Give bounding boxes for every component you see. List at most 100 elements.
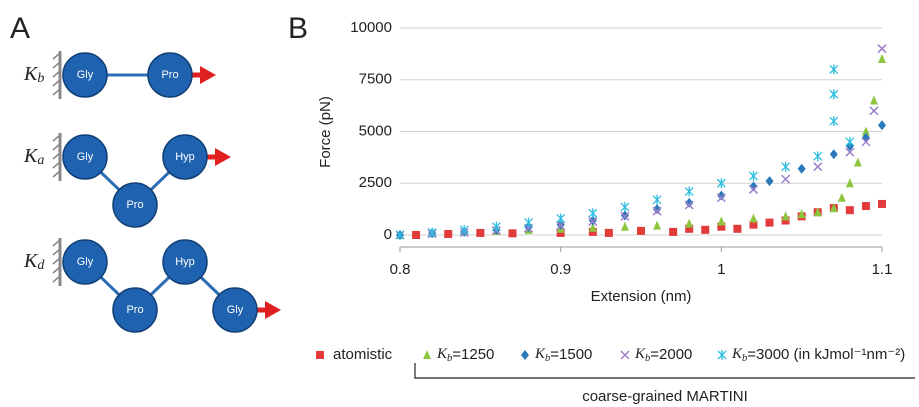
legend-marker [717,350,727,360]
wall-hatch [52,61,61,69]
marker [717,190,726,201]
marker [652,206,662,216]
marker [845,136,855,147]
marker [685,197,694,208]
marker [877,44,887,54]
bead-label: Pro [126,304,143,316]
marker [685,218,694,228]
marker [853,157,862,167]
pull-arrowhead [200,66,216,84]
bead-label: Pro [161,69,178,81]
group-bracket [414,363,915,379]
bead [147,52,193,98]
legend-label: Kb=1500 [534,346,592,364]
marker [669,227,678,236]
panel-label: A [10,12,30,45]
y-tick-label: 10000 [350,19,392,36]
marker [620,211,630,221]
x-tick-label: 0.9 [550,261,571,278]
bead-label: Hyp [175,256,195,268]
y-tick-label: 2500 [359,174,392,191]
marker [717,216,726,226]
x-axis-title: Extension (nm) [591,288,692,305]
wall-hatch [52,266,61,274]
marker [869,106,879,116]
marker [845,147,855,157]
bead-label: Gly [227,304,244,316]
bead-label: Hyp [175,151,195,163]
legend-label: atomistic [333,346,393,363]
marker [588,217,598,227]
legend-label: Kb=3000 (in kJmol⁻¹nm⁻²) [731,346,905,364]
wall-hatch [52,275,61,283]
wall-hatch [52,248,61,256]
marker [749,213,758,223]
marker [653,204,662,215]
marker [829,116,839,127]
marker [427,227,437,238]
marker [748,184,758,194]
x-tick-label: 0.8 [390,261,411,278]
marker [556,221,566,231]
marker [508,229,517,238]
marker [781,161,791,172]
marker [878,54,886,64]
marker [749,171,758,182]
marker [412,231,421,239]
wall-hatch [52,88,61,96]
bead [112,287,158,333]
marker [861,202,870,211]
marker [813,162,823,172]
bead [162,134,208,180]
bead-label: Gly [77,69,94,81]
bead-label: Pro [126,199,143,211]
marker [701,225,710,234]
marker [781,211,790,221]
marker [765,218,774,227]
x-tick-label: 1 [717,261,725,278]
legend-label: Kb=1250 [436,346,494,364]
marker [878,120,886,131]
wall-hatch [52,239,61,247]
marker [459,224,469,235]
marker [813,207,822,217]
legend-marker [521,350,529,360]
marker [652,194,662,205]
spring-constant: Ka [23,145,44,169]
wall-hatch [52,52,61,60]
wall-hatch [52,143,61,151]
marker [620,221,629,231]
wall-hatch [52,257,61,265]
panel-b: B Force (pN) Extension (nm) coarse-grain… [288,12,915,405]
panel-a: A Kb Gly Pro Ka Gly Pro Hyp Kd Gly Pro Hyp Gly [10,12,281,333]
bead [212,287,258,333]
bead [62,52,108,98]
legend-marker [316,351,324,359]
pull-arrowhead [215,148,231,166]
group-label: coarse-grained MARTINI [582,388,748,405]
y-tick-label: 5000 [359,122,392,139]
marker [653,220,662,230]
marker [813,151,823,162]
marker [878,199,886,208]
marker [685,224,694,233]
marker [588,227,597,236]
marker [781,216,790,225]
marker [781,174,791,184]
marker [588,208,598,219]
marker [491,221,501,232]
marker [716,193,726,203]
marker [869,95,878,105]
y-axis-title: Force (pN) [317,96,334,168]
marker [837,192,846,202]
y-tick-label: 7500 [359,71,392,88]
marker [620,202,630,213]
wall-hatch [52,161,61,169]
panel-label: B [288,12,308,45]
wall-hatch [52,170,61,178]
marker [395,230,405,240]
marker [845,178,854,188]
marker [829,149,838,160]
spring-constant: Kb [23,63,44,87]
marker [684,186,694,197]
